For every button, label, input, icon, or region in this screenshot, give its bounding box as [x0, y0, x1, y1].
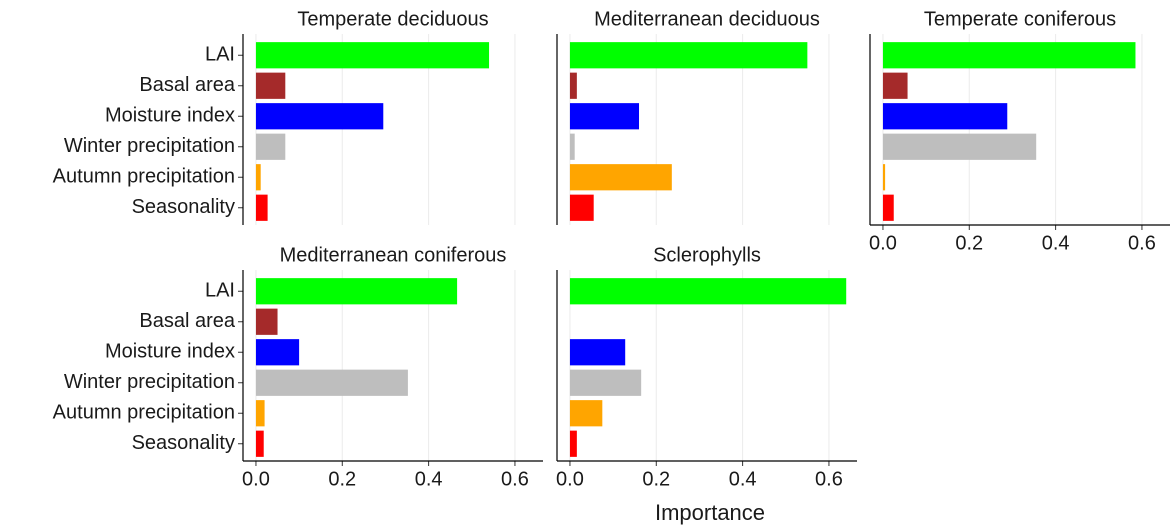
x-tick-label: 0.4 — [1042, 232, 1070, 254]
bar — [882, 133, 1037, 160]
bar — [255, 164, 261, 191]
facet-title: Mediterranean deciduous — [594, 8, 820, 30]
y-tick-label: Winter precipitation — [64, 135, 235, 157]
y-tick-label: Basal area — [139, 74, 235, 96]
bar — [255, 308, 278, 335]
bar — [255, 133, 286, 160]
y-tick-label: Seasonality — [132, 196, 235, 218]
y-tick-label: LAI — [205, 280, 235, 302]
bar — [882, 103, 1008, 130]
x-tick-label: 0.2 — [328, 468, 356, 490]
x-tick-label: 0.0 — [242, 468, 270, 490]
y-tick-label: Autumn precipitation — [53, 402, 235, 424]
x-tick-label: 0.6 — [815, 468, 843, 490]
x-tick-label: 0.6 — [1128, 232, 1156, 254]
bar — [569, 164, 672, 191]
bar — [255, 278, 458, 305]
facet-title: Sclerophylls — [653, 244, 761, 266]
bar — [882, 194, 894, 221]
bar — [569, 103, 640, 130]
bar — [255, 400, 265, 427]
bar — [569, 369, 642, 396]
x-tick-label: 0.2 — [642, 468, 670, 490]
bar — [569, 278, 847, 305]
y-tick-label: Seasonality — [132, 432, 235, 454]
bar — [569, 194, 594, 221]
x-tick-label: 0.2 — [955, 232, 983, 254]
x-tick-label: 0.6 — [501, 468, 529, 490]
bar — [569, 72, 577, 99]
bar — [882, 72, 908, 99]
facet-title: Temperate coniferous — [924, 8, 1116, 30]
y-tick-label: LAI — [205, 44, 235, 66]
bar — [255, 72, 286, 99]
bar — [255, 430, 264, 457]
bar — [255, 103, 384, 130]
y-tick-label: Winter precipitation — [64, 371, 235, 393]
x-tick-label: 0.4 — [729, 468, 757, 490]
bar — [569, 133, 575, 160]
x-tick-label: 0.4 — [415, 468, 443, 490]
bar — [255, 339, 300, 366]
x-tick-label: 0.0 — [869, 232, 897, 254]
bar — [882, 164, 886, 191]
y-tick-label: Moisture index — [105, 105, 235, 127]
bar — [569, 339, 626, 366]
x-axis-label: Importance — [655, 500, 765, 525]
x-tick-label: 0.0 — [556, 468, 584, 490]
bar — [569, 42, 808, 69]
bar — [882, 42, 1136, 69]
bar — [569, 400, 603, 427]
y-tick-label: Basal area — [139, 310, 235, 332]
bar — [255, 42, 490, 69]
bar — [255, 194, 268, 221]
y-tick-label: Moisture index — [105, 341, 235, 363]
bar — [569, 430, 577, 457]
bar — [255, 369, 408, 396]
facet-title: Temperate deciduous — [297, 8, 488, 30]
y-tick-label: Autumn precipitation — [53, 166, 235, 188]
facet-title: Mediterranean coniferous — [280, 244, 507, 266]
